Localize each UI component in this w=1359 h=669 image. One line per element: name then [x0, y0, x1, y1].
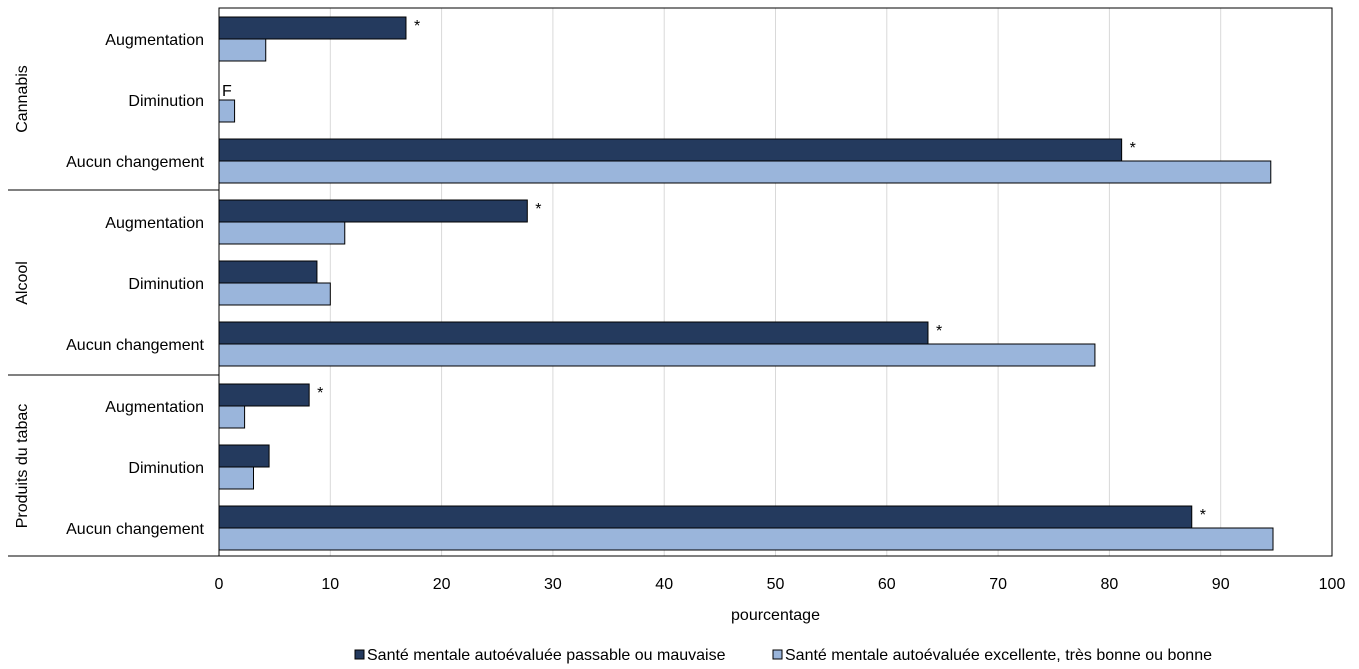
significance-marker: *	[1130, 140, 1136, 157]
x-tick-label: 50	[767, 576, 785, 593]
group-label: Produits du tabac	[14, 404, 31, 529]
bar-excellente-bonne	[218, 99, 236, 123]
category-label: Aucun changement	[66, 337, 204, 354]
x-tick-label: 70	[989, 576, 1007, 593]
bar-passable-mauvaise	[218, 260, 318, 284]
legend-label: Santé mentale autoévaluée excellente, tr…	[785, 647, 1212, 664]
bar-passable-mauvaise	[218, 383, 310, 407]
legend-swatch	[772, 649, 783, 660]
significance-marker: *	[535, 201, 541, 218]
bar-excellente-bonne	[218, 282, 331, 306]
unreliable-estimate-marker: F	[222, 83, 232, 100]
x-tick-label: 10	[321, 576, 339, 593]
bar-excellente-bonne	[218, 466, 255, 490]
bar-passable-mauvaise	[218, 138, 1123, 162]
significance-marker: *	[317, 385, 323, 402]
category-label: Aucun changement	[66, 521, 204, 538]
category-label: Diminution	[128, 460, 204, 477]
category-label: Diminution	[128, 93, 204, 110]
x-tick-label: 0	[215, 576, 224, 593]
bar-passable-mauvaise	[218, 16, 407, 40]
bar-excellente-bonne	[218, 221, 346, 245]
legend-swatch	[354, 649, 365, 660]
x-tick-label: 30	[544, 576, 562, 593]
x-tick-label: 100	[1319, 576, 1346, 593]
x-axis-title: pourcentage	[731, 607, 820, 624]
bar-passable-mauvaise	[218, 199, 528, 223]
x-tick-label: 90	[1212, 576, 1230, 593]
category-label: Augmentation	[105, 32, 204, 49]
bar-excellente-bonne	[218, 160, 1272, 184]
bar-excellente-bonne	[218, 405, 246, 429]
category-label: Diminution	[128, 276, 204, 293]
bar-passable-mauvaise	[218, 505, 1193, 529]
bar-excellente-bonne	[218, 38, 267, 62]
bar-passable-mauvaise	[218, 321, 929, 345]
x-tick-label: 20	[433, 576, 451, 593]
category-label: Augmentation	[105, 215, 204, 232]
bar-excellente-bonne	[218, 527, 1274, 551]
category-label: Aucun changement	[66, 154, 204, 171]
x-tick-label: 80	[1101, 576, 1119, 593]
bar-excellente-bonne	[218, 343, 1096, 367]
significance-marker: *	[936, 323, 942, 340]
bar-passable-mauvaise	[218, 444, 270, 468]
legend-label: Santé mentale autoévaluée passable ou ma…	[367, 647, 726, 664]
significance-marker: *	[1200, 507, 1206, 524]
significance-marker: *	[414, 18, 420, 35]
group-label: Alcool	[14, 261, 31, 305]
group-label: Cannabis	[14, 65, 31, 133]
x-tick-label: 40	[655, 576, 673, 593]
x-tick-label: 60	[878, 576, 896, 593]
category-label: Augmentation	[105, 399, 204, 416]
